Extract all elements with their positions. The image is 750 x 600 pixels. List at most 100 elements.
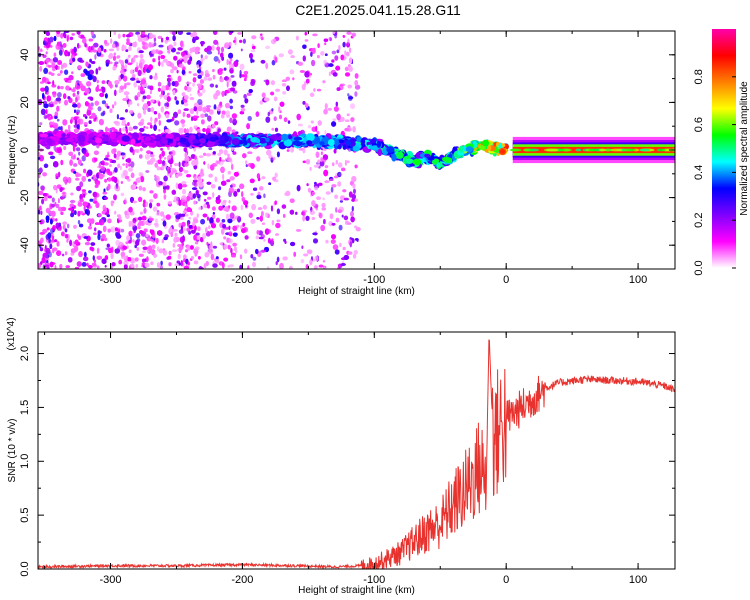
noise-blob <box>62 119 68 126</box>
noise-blob <box>73 46 77 54</box>
noise-blob <box>230 184 233 188</box>
noise-blob <box>168 44 174 50</box>
noise-blob <box>327 107 332 111</box>
noise-blob <box>75 81 78 88</box>
noise-blob <box>281 83 287 87</box>
noise-blob <box>320 151 323 156</box>
noise-blob <box>175 182 179 189</box>
noise-blob <box>199 79 204 84</box>
noise-blob <box>181 59 184 62</box>
noise-blob <box>123 91 130 96</box>
noise-blob <box>174 232 178 237</box>
noise-blob <box>158 55 161 61</box>
noise-blob <box>153 124 157 131</box>
noise-blob <box>139 230 144 235</box>
noise-blob <box>39 81 44 84</box>
noise-blob <box>243 94 247 99</box>
noise-blob <box>177 31 183 35</box>
noise-blob <box>332 72 338 77</box>
noise-blob <box>331 162 335 167</box>
noise-blob <box>178 166 184 172</box>
noise-blob <box>231 113 237 119</box>
noise-blob <box>187 222 190 227</box>
noise-blob <box>60 86 64 90</box>
noise-blob <box>331 59 335 63</box>
noise-blob <box>241 74 245 78</box>
noise-blob <box>161 160 166 167</box>
noise-blob <box>178 222 182 228</box>
noise-blob <box>237 32 242 35</box>
noise-blob <box>310 51 313 57</box>
noise-blob <box>219 101 223 106</box>
noise-blob <box>190 154 196 159</box>
noise-blob <box>206 216 210 221</box>
noise-blob <box>289 69 295 75</box>
noise-blob <box>318 264 324 268</box>
noise-blob <box>178 229 184 234</box>
noise-blob <box>202 191 208 196</box>
noise-blob <box>345 160 350 163</box>
noise-blob <box>84 88 90 94</box>
noise-blob <box>142 250 147 253</box>
noise-blob <box>157 112 161 120</box>
noise-blob <box>115 183 119 189</box>
noise-blob <box>229 67 234 74</box>
noise-blob <box>172 66 178 71</box>
noise-blob <box>150 116 153 123</box>
noise-blob <box>233 171 239 177</box>
noise-blob <box>40 185 45 191</box>
noise-blob <box>302 147 306 154</box>
noise-blob <box>198 182 204 188</box>
noise-blob <box>72 92 76 97</box>
noise-blob <box>250 79 256 84</box>
noise-blob <box>239 111 245 115</box>
noise-blob <box>334 55 339 61</box>
noise-blob <box>259 215 263 222</box>
noise-blob <box>190 229 196 234</box>
noise-blob <box>188 225 193 229</box>
noise-blob <box>133 184 136 190</box>
noise-blob <box>76 90 80 95</box>
noise-blob <box>154 162 158 168</box>
noise-blob <box>316 131 320 135</box>
noise-blob <box>227 170 231 175</box>
noise-blob <box>319 160 325 167</box>
noise-blob <box>177 75 182 83</box>
noise-blob <box>51 203 55 208</box>
noise-blob <box>346 31 352 35</box>
noise-blob <box>102 110 106 116</box>
noise-blob <box>226 59 229 65</box>
noise-blob <box>307 124 312 129</box>
noise-blob <box>49 155 56 160</box>
noise-blob <box>184 213 189 217</box>
noise-blob <box>215 90 221 96</box>
noise-blob <box>167 74 172 78</box>
noise-blob <box>187 59 192 65</box>
noise-blob <box>228 52 234 59</box>
noise-blob <box>82 38 87 44</box>
noise-blob <box>55 175 59 180</box>
noise-blob <box>300 259 305 264</box>
noise-blob <box>139 62 143 69</box>
noise-blob <box>68 207 74 211</box>
noise-blob <box>134 244 137 249</box>
noise-blob <box>143 221 148 225</box>
noise-blob <box>100 166 105 172</box>
noise-blob <box>124 210 128 216</box>
noise-blob <box>276 256 280 263</box>
noise-blob <box>88 190 92 194</box>
noise-blob <box>55 218 58 222</box>
noise-blob <box>171 81 176 87</box>
noise-blob <box>64 179 68 185</box>
noise-blob <box>212 68 215 73</box>
noise-blob <box>214 176 218 183</box>
noise-blob <box>225 102 230 109</box>
noise-blob <box>189 126 193 133</box>
noise-blob <box>89 246 94 251</box>
noise-blob <box>328 63 334 67</box>
noise-blob <box>289 198 295 203</box>
noise-blob <box>293 251 297 257</box>
noise-blob <box>153 223 159 226</box>
noise-blob <box>50 210 56 217</box>
noise-blob <box>192 82 196 87</box>
